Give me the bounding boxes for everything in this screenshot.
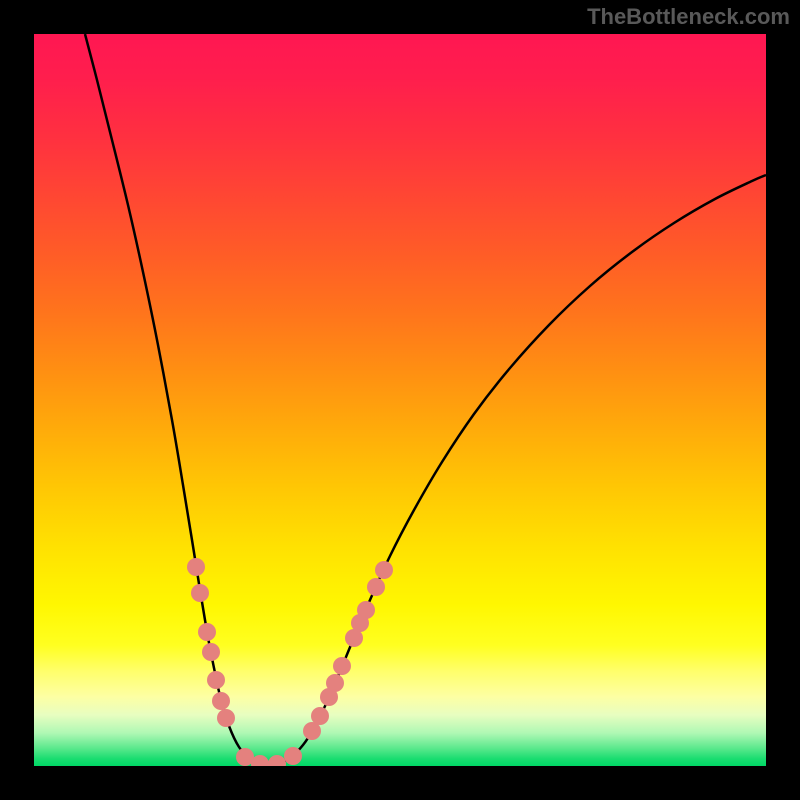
data-marker <box>251 755 269 773</box>
chart-container: TheBottleneck.com <box>0 0 800 800</box>
data-marker <box>191 584 209 602</box>
data-marker <box>268 755 286 773</box>
gradient-background <box>34 34 766 766</box>
watermark-text: TheBottleneck.com <box>587 4 790 30</box>
data-marker <box>187 558 205 576</box>
data-marker <box>367 578 385 596</box>
data-marker <box>333 657 351 675</box>
bottleneck-chart <box>0 0 800 800</box>
data-marker <box>284 747 302 765</box>
data-marker <box>212 692 230 710</box>
data-marker <box>326 674 344 692</box>
data-marker <box>202 643 220 661</box>
data-marker <box>207 671 225 689</box>
data-marker <box>311 707 329 725</box>
data-marker <box>357 601 375 619</box>
data-marker <box>375 561 393 579</box>
data-marker <box>198 623 216 641</box>
data-marker <box>217 709 235 727</box>
